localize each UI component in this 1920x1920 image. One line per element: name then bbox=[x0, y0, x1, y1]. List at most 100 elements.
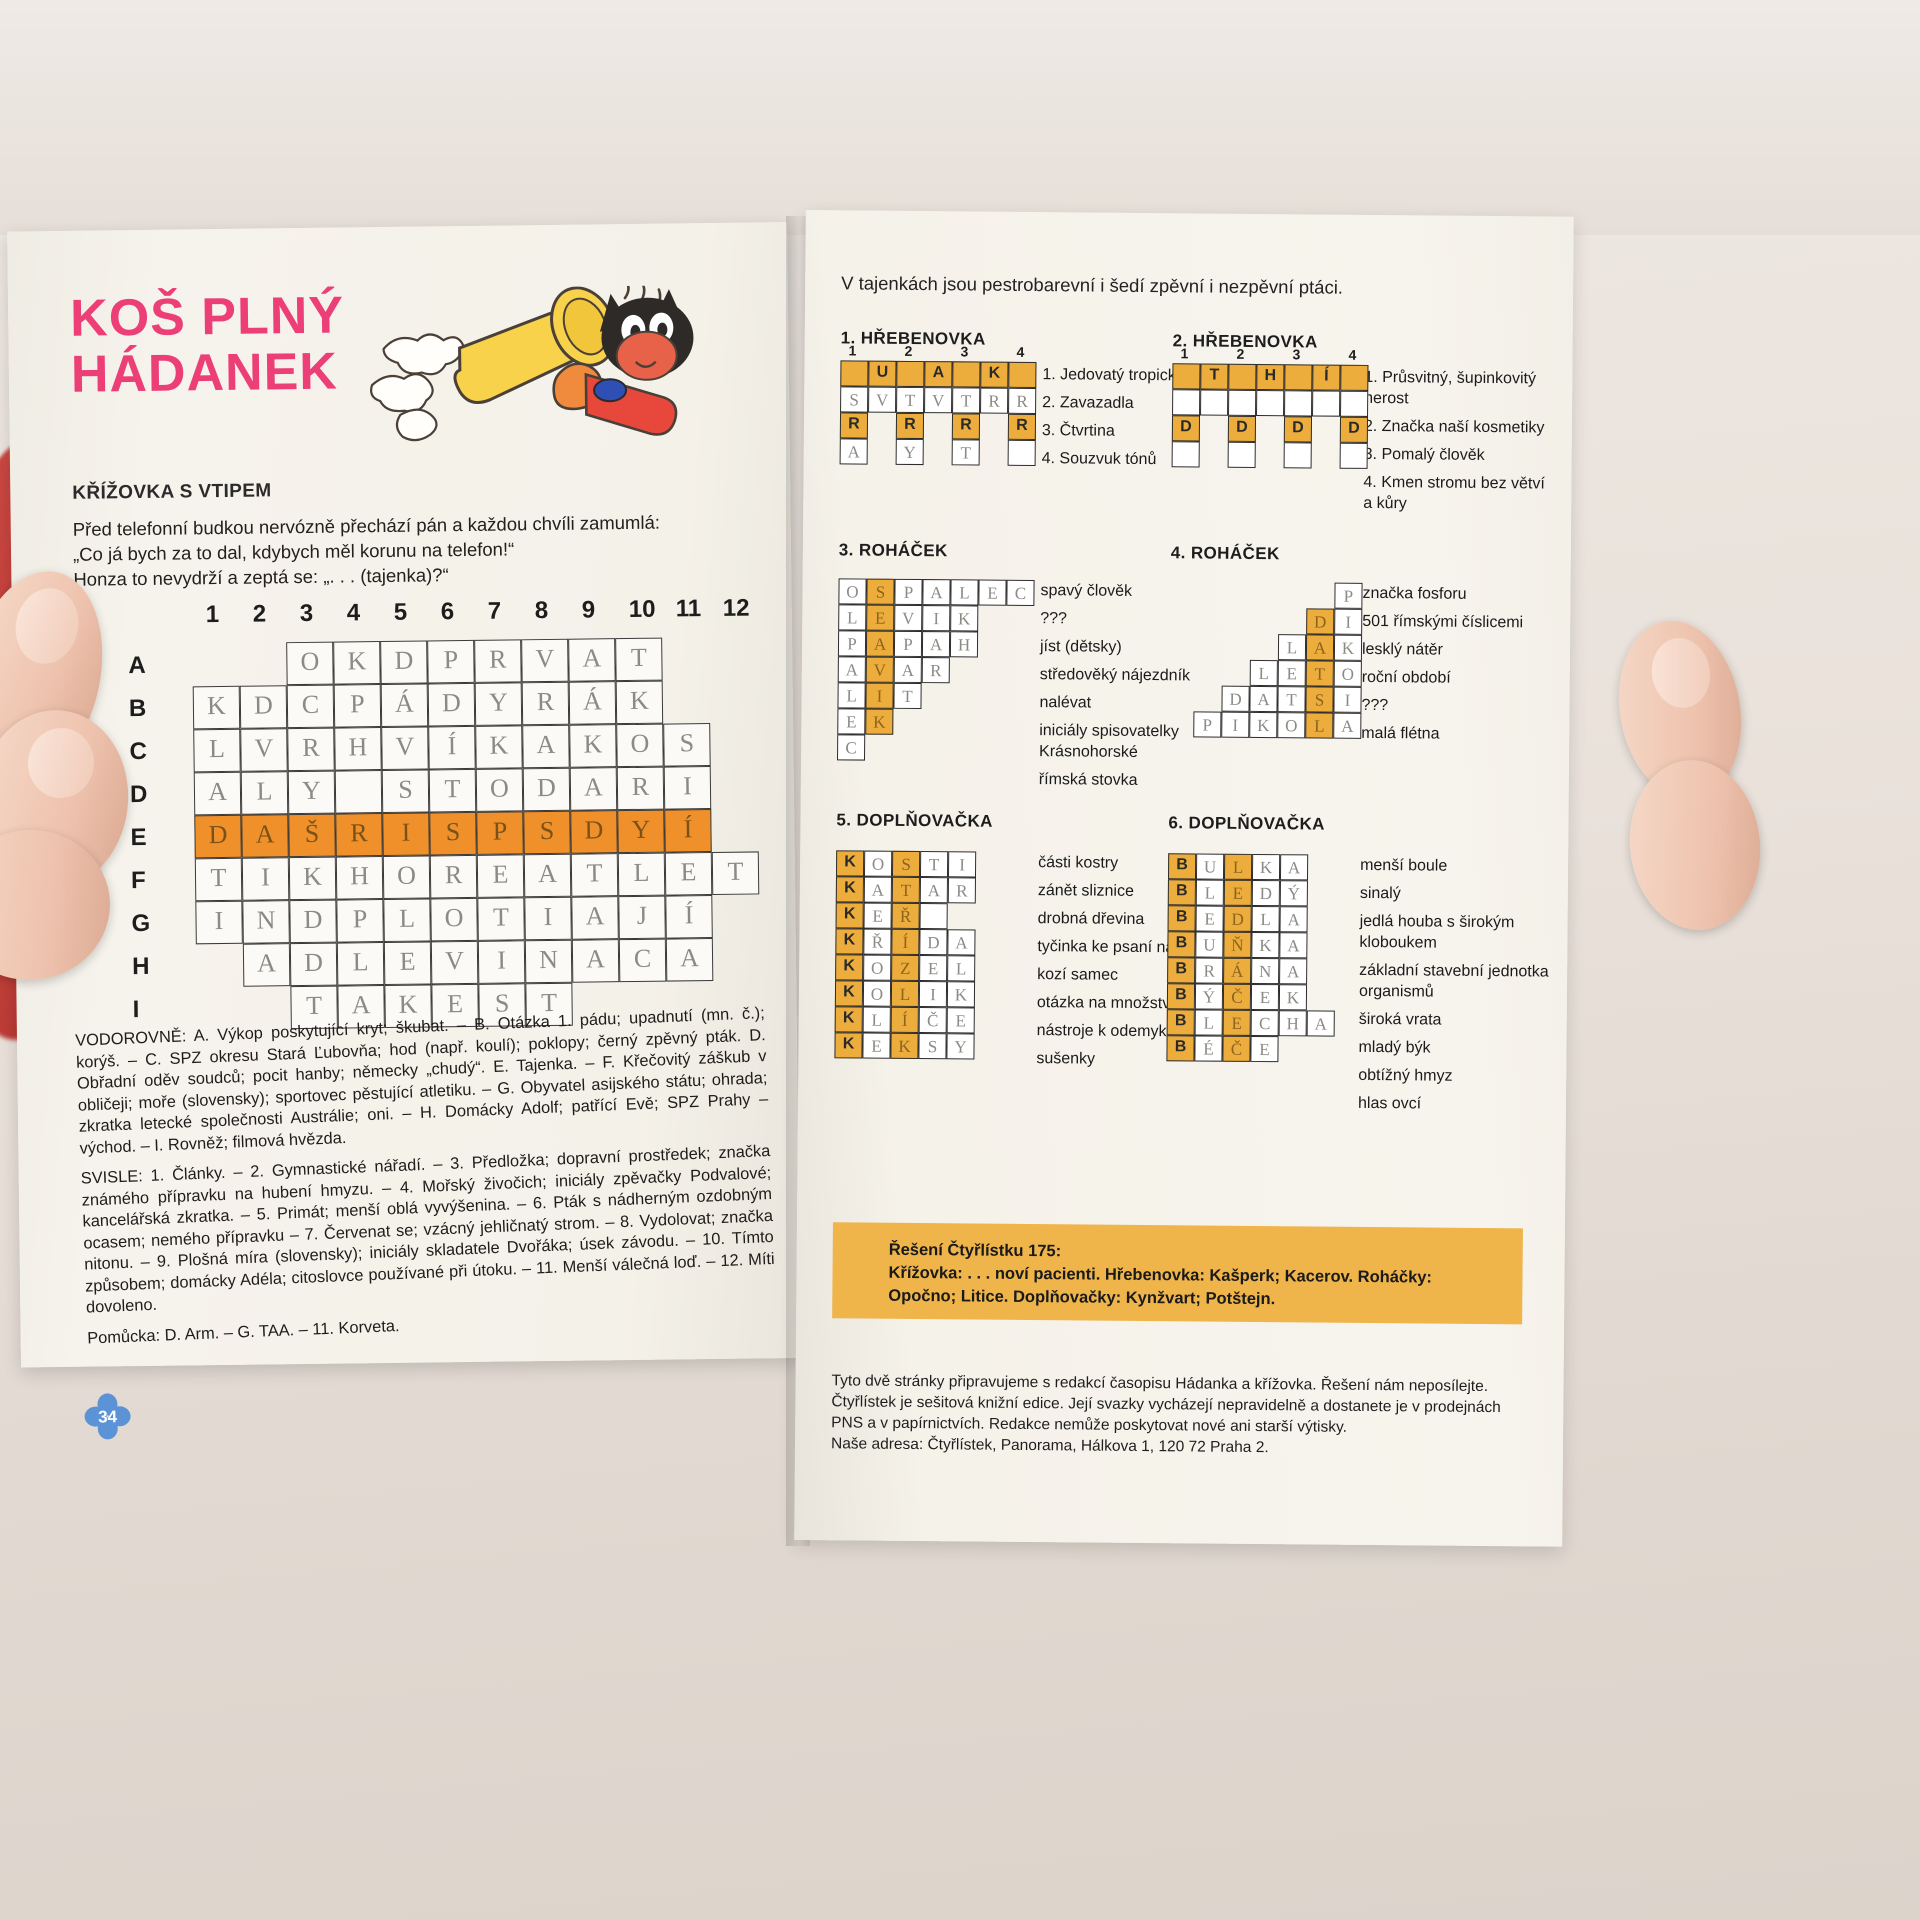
puzzle-cell[interactable]: Z bbox=[891, 954, 920, 982]
puzzle-cell[interactable]: A bbox=[1333, 712, 1362, 739]
crossword-cell[interactable]: H bbox=[334, 727, 382, 771]
crossword-cell[interactable]: N bbox=[524, 939, 573, 984]
puzzle-cell[interactable]: A bbox=[863, 876, 892, 903]
crossword-cell[interactable]: I bbox=[524, 896, 572, 941]
puzzle-cell[interactable]: Ň bbox=[1223, 931, 1252, 958]
crossword-cell[interactable]: S bbox=[381, 769, 430, 814]
puzzle-cell[interactable]: H bbox=[949, 631, 979, 658]
puzzle-cell[interactable]: S bbox=[1305, 686, 1334, 713]
puzzle-cell[interactable]: E bbox=[919, 955, 948, 982]
crossword-cell[interactable]: Š bbox=[288, 813, 336, 858]
puzzle-cell[interactable]: E bbox=[1222, 1009, 1251, 1036]
crossword-cell[interactable]: Í bbox=[665, 895, 713, 939]
crossword-cell[interactable]: I bbox=[663, 766, 712, 810]
crossword-cell[interactable]: D bbox=[289, 942, 338, 987]
puzzle-cell[interactable]: Í bbox=[1312, 364, 1341, 391]
crossword-cell[interactable]: D bbox=[570, 810, 618, 854]
crossword-cell[interactable]: L bbox=[336, 942, 385, 986]
puzzle-cell[interactable]: L bbox=[838, 604, 867, 631]
puzzle-cell[interactable]: S bbox=[918, 1033, 947, 1060]
puzzle-cell[interactable]: T bbox=[896, 386, 925, 414]
puzzle-cell[interactable]: L bbox=[1195, 879, 1224, 906]
crossword-cell[interactable]: A bbox=[242, 943, 291, 987]
puzzle-cell[interactable]: R bbox=[980, 387, 1009, 414]
puzzle-cell[interactable]: P bbox=[837, 630, 867, 657]
puzzle-cell[interactable] bbox=[1284, 364, 1313, 391]
puzzle-cell[interactable]: R bbox=[1195, 957, 1224, 984]
puzzle-cell[interactable]: E bbox=[1250, 983, 1280, 1011]
crossword-cell[interactable]: K bbox=[288, 856, 337, 901]
crossword-cell[interactable]: T bbox=[428, 768, 477, 813]
puzzle-cell[interactable]: A bbox=[924, 361, 953, 388]
crossword-cell[interactable]: J bbox=[618, 895, 666, 940]
puzzle-cell[interactable]: N bbox=[1251, 957, 1280, 985]
puzzle-cell[interactable]: I bbox=[1221, 711, 1250, 738]
puzzle-cell[interactable]: Í bbox=[891, 928, 920, 956]
puzzle-cell[interactable]: R bbox=[839, 412, 869, 439]
puzzle-cell[interactable]: V bbox=[868, 386, 897, 413]
crossword-cell[interactable]: D bbox=[427, 682, 476, 727]
puzzle-cell[interactable]: D bbox=[1283, 416, 1313, 443]
puzzle-cell[interactable]: B bbox=[1167, 957, 1196, 984]
crossword-cell[interactable]: D bbox=[289, 899, 337, 944]
crossword-cell[interactable]: Y bbox=[474, 682, 523, 726]
puzzle-cell[interactable]: L bbox=[950, 579, 979, 606]
puzzle-cell[interactable]: S bbox=[866, 578, 895, 605]
puzzle-cell[interactable]: P bbox=[893, 630, 923, 658]
puzzle-cell[interactable]: L bbox=[1223, 853, 1253, 880]
puzzle-cell[interactable]: K bbox=[865, 708, 894, 735]
puzzle-cell[interactable]: S bbox=[891, 850, 921, 878]
crossword-cell[interactable]: O bbox=[382, 855, 431, 900]
puzzle-cell[interactable]: B bbox=[1166, 1035, 1195, 1062]
crossword-cell[interactable]: I bbox=[477, 940, 526, 984]
crossword-cell[interactable]: A bbox=[568, 638, 616, 682]
crossword-cell[interactable] bbox=[334, 770, 383, 814]
puzzle-cell[interactable]: T bbox=[919, 851, 949, 878]
puzzle-cell[interactable]: A bbox=[1305, 634, 1335, 661]
puzzle-cell[interactable]: A bbox=[865, 630, 895, 657]
crossword-cell[interactable]: Á bbox=[380, 683, 429, 728]
puzzle-cell[interactable]: P bbox=[894, 578, 923, 606]
crossword-cell[interactable]: K bbox=[333, 641, 381, 685]
puzzle-cell[interactable]: R bbox=[1007, 413, 1037, 441]
puzzle-cell[interactable]: I bbox=[865, 682, 894, 709]
puzzle-cell[interactable]: K bbox=[835, 902, 864, 929]
puzzle-cell[interactable]: I bbox=[947, 851, 977, 878]
puzzle-cell[interactable]: T bbox=[1200, 363, 1229, 390]
crossword-cell[interactable]: A bbox=[571, 939, 620, 983]
puzzle-cell[interactable]: K bbox=[1333, 634, 1363, 661]
crossword-cell[interactable]: L bbox=[240, 771, 289, 815]
crossword-cell[interactable]: R bbox=[521, 681, 570, 726]
puzzle-cell[interactable]: S bbox=[840, 386, 869, 413]
crossword-cell[interactable]: V bbox=[430, 940, 479, 985]
crossword-cell[interactable]: T bbox=[477, 897, 525, 941]
puzzle-cell[interactable]: Č bbox=[918, 1007, 947, 1034]
puzzle-cell[interactable]: T bbox=[891, 876, 920, 904]
crossword-cell[interactable]: I bbox=[382, 812, 430, 857]
puzzle-cell[interactable]: L bbox=[862, 1006, 891, 1033]
puzzle-cell[interactable]: E bbox=[1195, 905, 1224, 932]
puzzle-cell[interactable]: K bbox=[946, 981, 976, 1008]
puzzle-cell[interactable]: C bbox=[837, 734, 866, 761]
puzzle-cell[interactable] bbox=[1200, 389, 1229, 416]
puzzle-cell[interactable]: K bbox=[980, 361, 1009, 388]
puzzle-cell[interactable]: U bbox=[1195, 853, 1225, 880]
crossword-cell[interactable]: T bbox=[711, 851, 760, 896]
puzzle-cell[interactable]: I bbox=[918, 981, 948, 1008]
puzzle-cell[interactable]: P bbox=[1193, 711, 1222, 738]
puzzle-cell[interactable]: A bbox=[947, 929, 976, 956]
crossword-cell[interactable]: O bbox=[616, 723, 664, 768]
puzzle-cell[interactable]: E bbox=[837, 708, 866, 735]
crossword-cell[interactable]: O bbox=[286, 641, 334, 686]
puzzle-cell[interactable] bbox=[1256, 389, 1285, 417]
crossword-cell[interactable]: R bbox=[287, 727, 335, 772]
puzzle-cell[interactable] bbox=[952, 361, 981, 388]
crossword-cell[interactable]: V bbox=[240, 728, 288, 772]
crossword-cell[interactable]: K bbox=[615, 680, 664, 725]
puzzle-cell[interactable]: D bbox=[1171, 415, 1201, 442]
crossword-cell[interactable]: E bbox=[383, 941, 432, 986]
puzzle-cell[interactable]: A bbox=[837, 656, 866, 683]
crossword-cell[interactable]: A bbox=[522, 724, 570, 769]
puzzle-cell[interactable] bbox=[1172, 389, 1201, 416]
crossword-cell[interactable]: Í bbox=[664, 809, 712, 853]
